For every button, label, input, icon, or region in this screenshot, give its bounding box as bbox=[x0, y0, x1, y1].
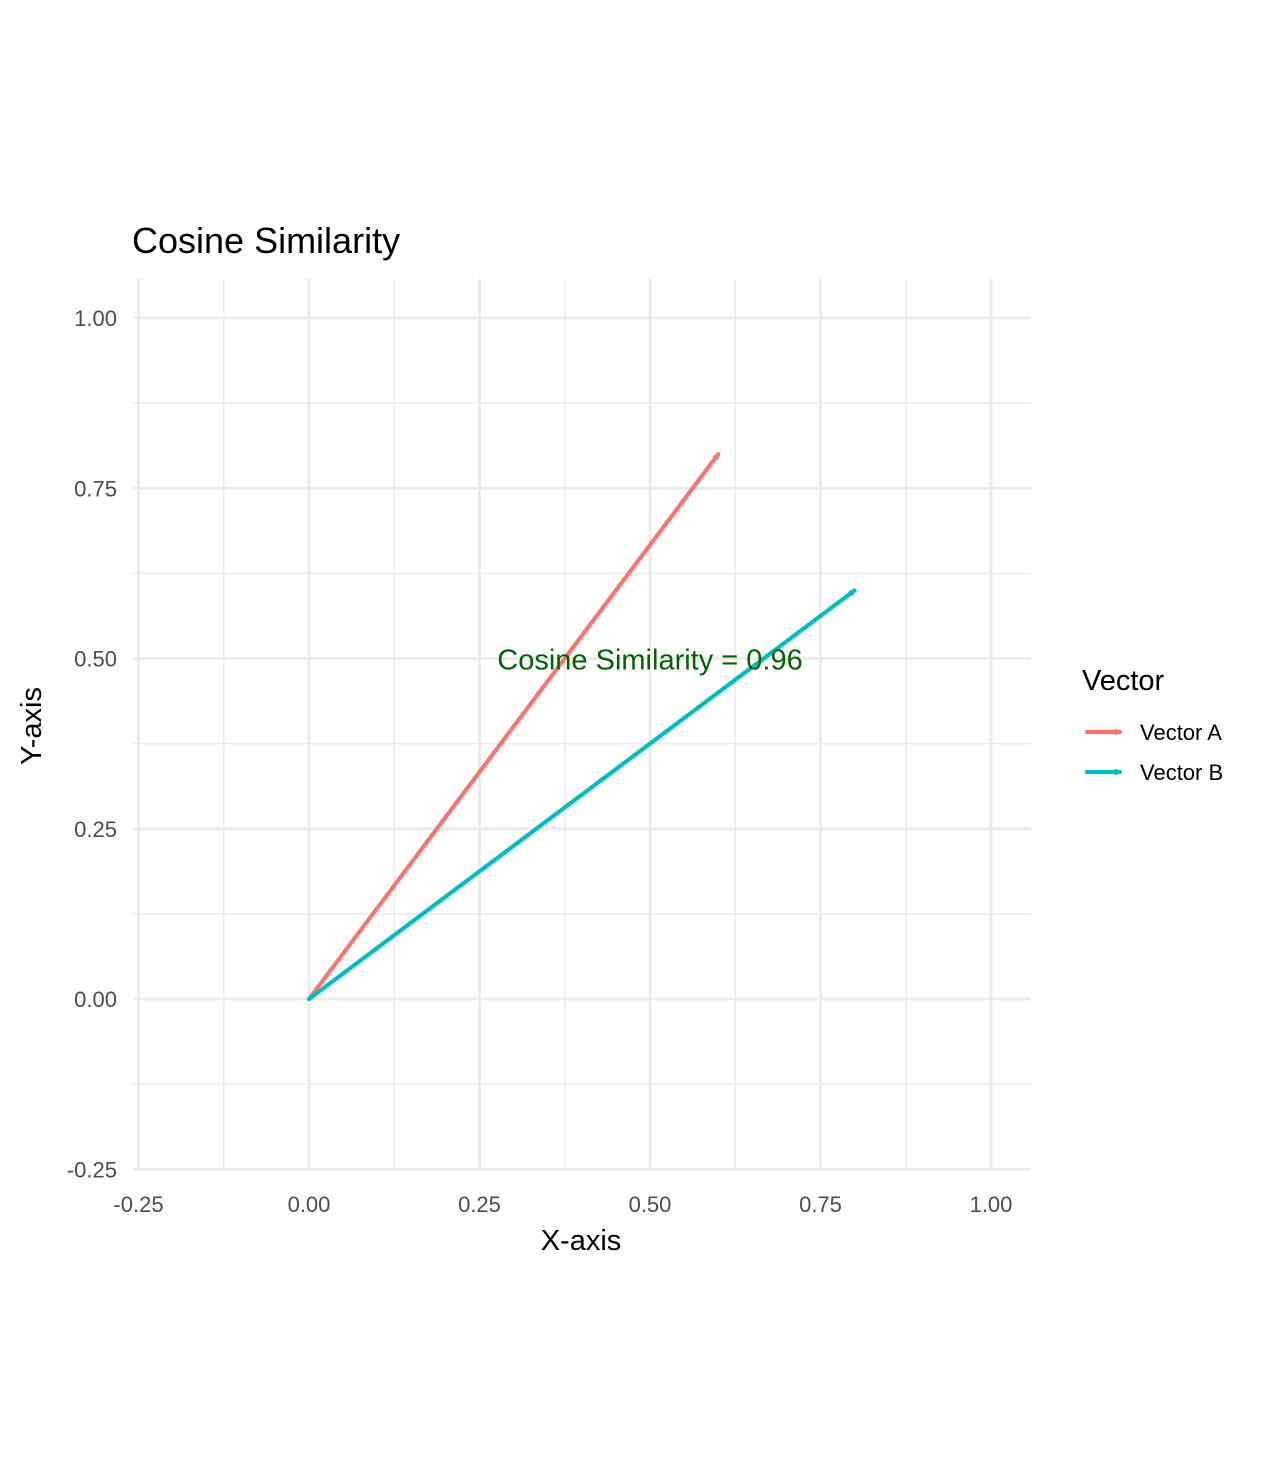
y-tick-label: 0.00 bbox=[74, 987, 117, 1012]
chart-title: Cosine Similarity bbox=[132, 220, 400, 261]
vector-a-line bbox=[306, 452, 721, 1002]
x-tick-label: 1.00 bbox=[970, 1192, 1013, 1217]
x-axis-title: X-axis bbox=[541, 1225, 622, 1257]
vector-b-line bbox=[306, 588, 857, 1002]
legend-items: Vector A Vector B bbox=[1084, 720, 1223, 785]
legend-label-vector-a: Vector A bbox=[1140, 720, 1222, 745]
y-tick-label: 0.25 bbox=[74, 817, 117, 842]
cosine-annotation: Cosine Similarity = 0.96 bbox=[497, 645, 802, 677]
y-tick-label: 1.00 bbox=[74, 306, 117, 331]
x-tick-label: 0.00 bbox=[288, 1192, 331, 1217]
legend-label-vector-b: Vector B bbox=[1140, 760, 1223, 785]
x-tick-label: 0.50 bbox=[629, 1192, 672, 1217]
x-tick-labels: -0.25 0.00 0.25 0.50 0.75 1.00 bbox=[113, 1192, 1012, 1217]
y-tick-labels: -0.25 0.00 0.25 0.50 0.75 1.00 bbox=[67, 306, 117, 1182]
grid bbox=[133, 279, 1031, 1171]
legend: Vector Vector A Vector B bbox=[1082, 665, 1223, 785]
x-tick-label: 0.75 bbox=[799, 1192, 842, 1217]
x-tick-label: 0.25 bbox=[458, 1192, 501, 1217]
x-tick-label: -0.25 bbox=[113, 1192, 163, 1217]
vectors bbox=[306, 452, 857, 1002]
legend-title: Vector bbox=[1082, 665, 1165, 697]
y-tick-label: -0.25 bbox=[67, 1157, 117, 1182]
y-tick-label: 0.75 bbox=[74, 476, 117, 501]
y-tick-label: 0.50 bbox=[74, 647, 117, 672]
y-axis-title: Y-axis bbox=[16, 687, 48, 765]
